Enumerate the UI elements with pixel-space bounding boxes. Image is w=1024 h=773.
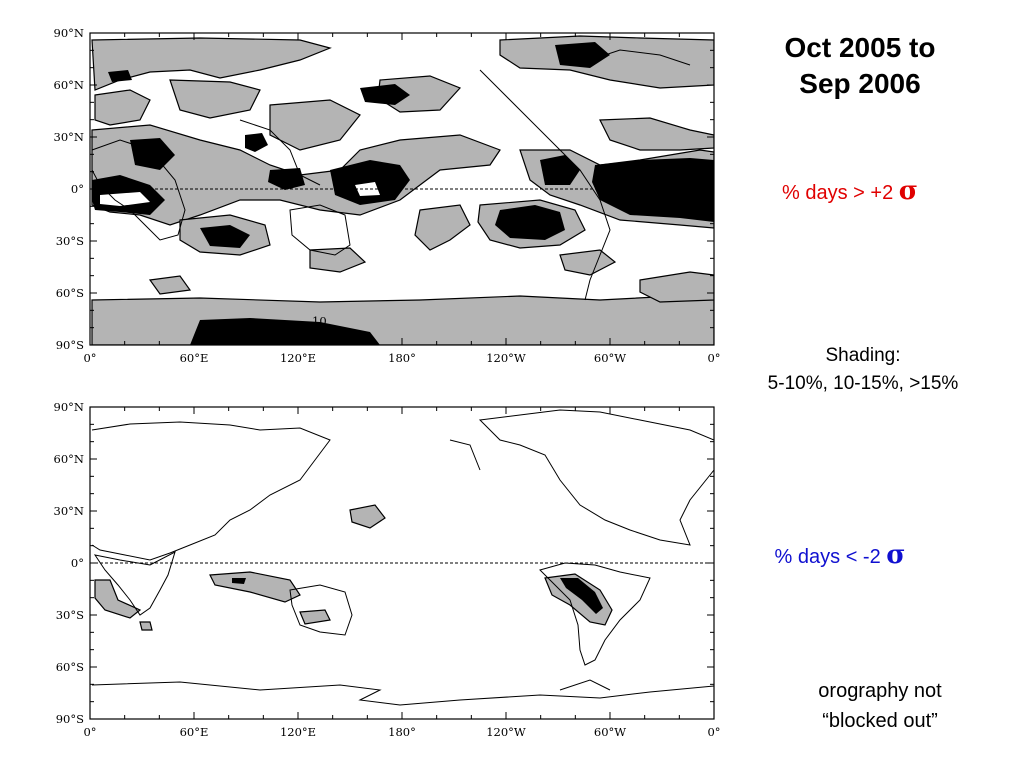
bottom-shading-layer [94, 504, 613, 631]
top-coastlines [91, 49, 691, 301]
lat-tick-label: 90°S [56, 338, 84, 352]
lat-tick-label: 30°S [56, 608, 84, 622]
shading-note-line-2: 5-10%, 10-15%, >15% [767, 373, 959, 394]
lat-tick-label: 60°S [56, 286, 84, 300]
lat-tick-label: 90°S [56, 712, 84, 726]
lat-tick-label: 60°N [54, 452, 84, 466]
top-shading-layer [91, 35, 714, 345]
sigma-symbol: σ [886, 540, 906, 570]
top-contour-label: 10 [312, 314, 327, 328]
lat-tick-label: 30°N [54, 504, 84, 518]
lat-tick-label: 60°S [56, 660, 84, 674]
lon-tick-label: 60°E [180, 351, 209, 365]
lon-tick-label: 180° [388, 351, 416, 365]
positive-anomaly-label: % days > +2 σ [730, 176, 970, 206]
shading-note-line-1: Shading: [825, 345, 901, 366]
lat-tick-label: 30°N [54, 130, 84, 144]
lon-tick-label: 120°E [280, 351, 316, 365]
orography-note-line-1: orography not [818, 680, 942, 702]
lat-tick-label: 60°N [54, 78, 84, 92]
lon-tick-label: 120°W [486, 725, 526, 739]
lat-tick-label: 0° [71, 556, 84, 570]
top-dark-shading [92, 42, 714, 345]
lon-tick-label: 0° [707, 351, 720, 365]
lon-tick-label: 120°W [486, 351, 526, 365]
lon-tick-label: 0° [83, 725, 96, 739]
lat-tick-label: 30°S [56, 234, 84, 248]
bottom-dark-shading [232, 578, 603, 614]
positive-label-text: % days > +2 [782, 182, 894, 204]
bottom-axes: 90°N60°N30°N0°30°S60°S90°S0° 60°E 120°E 180… [54, 400, 721, 739]
top-axes: 90°N60°N30°N0°30°S60°S90°S0° 60°E 120°E 180… [54, 26, 721, 365]
orography-note-line-2: “blocked out” [822, 710, 938, 732]
lon-tick-label: 0° [707, 725, 720, 739]
title-line-1: Oct 2005 to [784, 32, 936, 63]
lat-tick-label: 90°N [54, 26, 84, 40]
bottom-coastlines [91, 409, 714, 706]
lat-tick-label: 90°N [54, 400, 84, 414]
negative-anomaly-label: % days < -2 σ [730, 540, 950, 570]
top-map-panel: 10 [89, 32, 715, 346]
lon-tick-label: 60°W [594, 351, 626, 365]
lon-tick-label: 0° [83, 351, 96, 365]
lon-tick-label: 180° [388, 725, 416, 739]
sigma-symbol: σ [898, 176, 918, 206]
title-line-2: Sep 2006 [799, 68, 921, 99]
shading-note: Shading: 5-10%, 10-15%, >15% [720, 342, 1006, 398]
orography-note: orography not “blocked out” [770, 676, 990, 736]
bottom-map-panel [89, 406, 715, 720]
lon-tick-label: 120°E [280, 725, 316, 739]
lon-tick-label: 60°W [594, 725, 626, 739]
lat-tick-label: 0° [71, 182, 84, 196]
chart-title: Oct 2005 to Sep 2006 [740, 30, 980, 102]
lon-tick-label: 60°E [180, 725, 209, 739]
negative-label-text: % days < -2 [774, 546, 881, 568]
